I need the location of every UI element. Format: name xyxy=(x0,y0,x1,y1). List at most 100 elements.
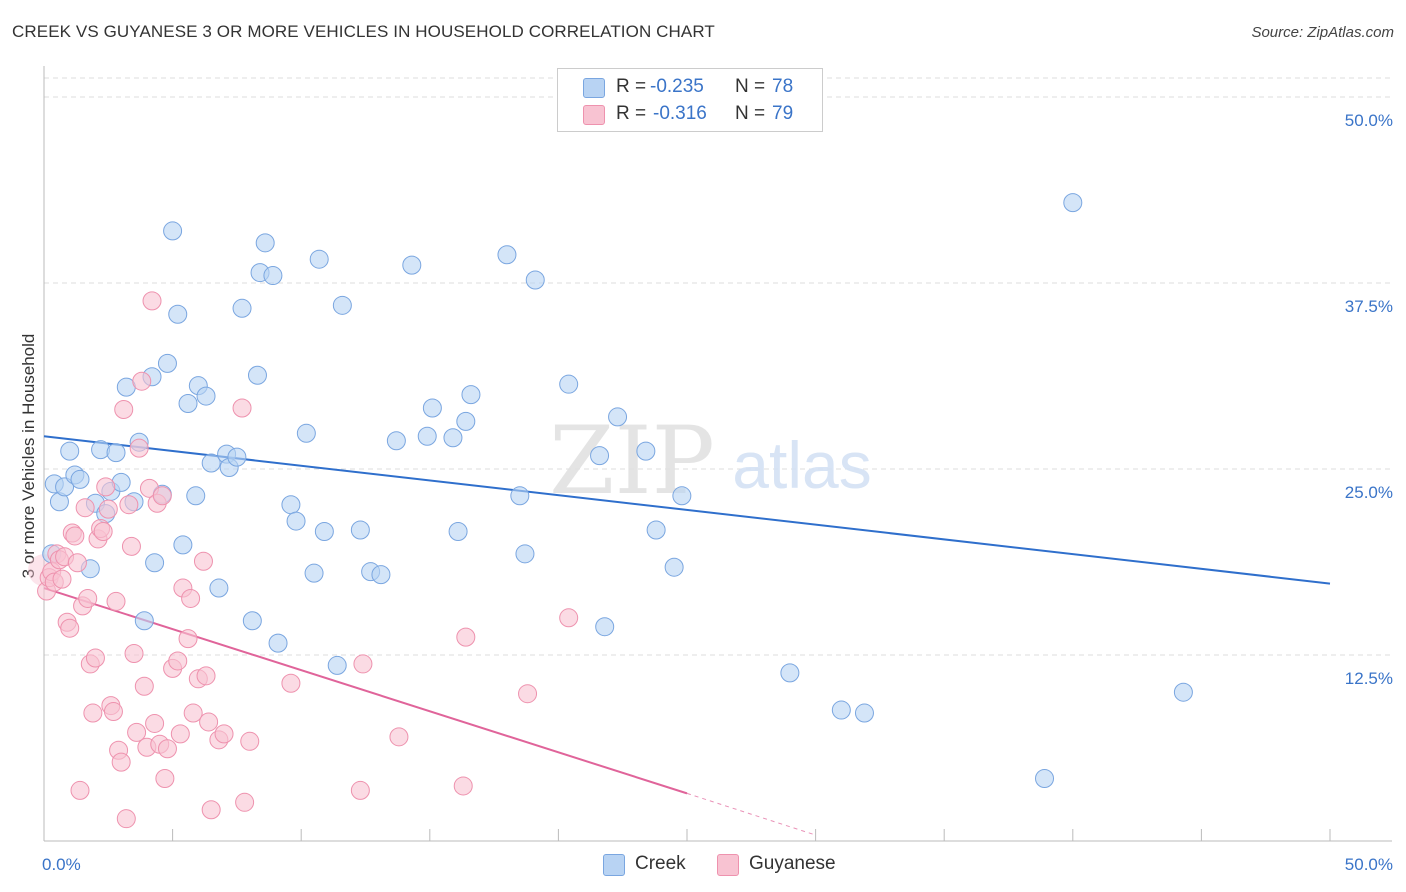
guyanese-point xyxy=(134,676,154,696)
creek-point xyxy=(1063,193,1083,213)
guyanese-point xyxy=(67,553,87,573)
creek-r-label: R = xyxy=(616,76,647,97)
creek-trend-line xyxy=(43,435,1331,585)
creek-point xyxy=(168,304,188,324)
creek-point xyxy=(672,486,692,506)
guyanese-point xyxy=(98,499,118,519)
guyanese-point xyxy=(129,438,149,458)
guyanese-point xyxy=(155,769,175,789)
creek-point xyxy=(371,565,391,585)
creek-point xyxy=(417,426,437,446)
guyanese-point xyxy=(170,724,190,744)
guyanese-point xyxy=(181,588,201,608)
creek-point xyxy=(332,295,352,315)
guyanese-point xyxy=(168,651,188,671)
creek-point xyxy=(173,535,193,555)
guyanese-point xyxy=(121,536,141,556)
creek-point xyxy=(636,441,656,461)
guyanese-point xyxy=(52,569,72,589)
y-tick-label: 50.0% xyxy=(1345,111,1393,130)
creek-point xyxy=(91,440,111,460)
chart-title: CREEK VS GUYANESE 3 OR MORE VEHICLES IN … xyxy=(12,22,715,41)
creek-point xyxy=(1035,769,1055,789)
creek-point xyxy=(461,385,481,405)
guyanese-point xyxy=(193,551,213,571)
creek-point xyxy=(448,521,468,541)
guyanese-r-value: -0.316 xyxy=(653,103,707,124)
guyanese-point xyxy=(235,792,255,812)
creek-point xyxy=(402,255,422,275)
y-tick-label: 12.5% xyxy=(1345,669,1393,688)
creek-point xyxy=(255,233,275,253)
creek-point xyxy=(608,407,628,427)
guyanese-point xyxy=(119,495,139,515)
guyanese-point xyxy=(124,644,144,664)
source-label: Source: ZipAtlas.com xyxy=(1251,24,1394,41)
creek-point xyxy=(268,633,288,653)
guyanese-point xyxy=(83,703,103,723)
guyanese-point xyxy=(157,739,177,759)
guyanese-point xyxy=(353,654,373,674)
creek-point xyxy=(422,398,442,418)
guyanese-point xyxy=(96,477,116,497)
guyanese-point xyxy=(178,629,198,649)
creek-point xyxy=(157,353,177,373)
creek-point xyxy=(201,453,221,473)
x-tick-label: 50.0% xyxy=(1345,855,1393,874)
creek-point xyxy=(456,411,476,431)
x-tick-label: 0.0% xyxy=(42,855,81,874)
creek-point xyxy=(286,511,306,531)
creek-n-label: N = xyxy=(735,76,766,97)
guyanese-point xyxy=(453,776,473,796)
guyanese-point xyxy=(559,608,579,628)
creek-point xyxy=(106,443,126,463)
guyanese-point xyxy=(142,291,162,311)
guyanese-point xyxy=(103,702,123,722)
guyanese-n-value: 79 xyxy=(772,103,794,124)
creek-point xyxy=(145,553,165,573)
creek-point xyxy=(296,423,316,443)
creek-point xyxy=(497,245,517,265)
watermark-atlas: atlas xyxy=(732,428,871,502)
creek-point xyxy=(831,700,851,720)
creek-point xyxy=(1173,682,1193,702)
guyanese-point xyxy=(183,703,203,723)
guyanese-point xyxy=(60,618,80,638)
guyanese-point xyxy=(85,648,105,668)
creek-point xyxy=(386,431,406,451)
series-legend: Creek Guyanese xyxy=(0,852,1406,878)
guyanese-point xyxy=(152,486,172,506)
guyanese-point xyxy=(281,673,301,693)
creek-legend-label: Creek xyxy=(635,853,686,874)
guyanese-point xyxy=(65,526,85,546)
creek-point xyxy=(510,486,530,506)
creek-point xyxy=(232,298,252,318)
guyanese-point xyxy=(78,588,98,608)
creek-point xyxy=(664,557,684,577)
creek-point xyxy=(263,266,283,286)
creek-swatch xyxy=(583,78,605,98)
creek-point xyxy=(443,428,463,448)
creek-point xyxy=(595,617,615,637)
creek-r-value: -0.235 xyxy=(650,76,704,97)
creek-point xyxy=(854,703,874,723)
guyanese-point xyxy=(518,684,538,704)
guyanese-point xyxy=(75,498,95,518)
creek-point xyxy=(515,544,535,564)
creek-point xyxy=(304,563,324,583)
creek-point xyxy=(590,446,610,466)
creek-point xyxy=(309,249,329,269)
creek-point xyxy=(186,486,206,506)
creek-legend-swatch xyxy=(603,854,625,876)
creek-point xyxy=(134,611,154,631)
creek-point xyxy=(327,655,347,675)
guyanese-point xyxy=(70,780,90,800)
guyanese-point xyxy=(214,724,234,744)
guyanese-point xyxy=(350,780,370,800)
guyanese-point xyxy=(145,713,165,733)
guyanese-point xyxy=(114,399,134,419)
guyanese-r-label: R = xyxy=(616,103,647,124)
creek-point xyxy=(559,374,579,394)
creek-point xyxy=(780,663,800,683)
